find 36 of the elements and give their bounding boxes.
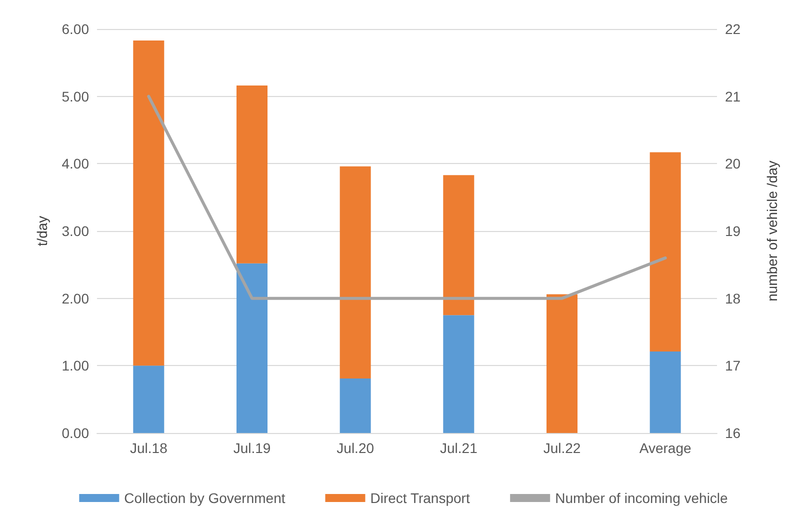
bar [340, 378, 371, 433]
x-tick-label: Jul.18 [130, 440, 168, 456]
y2-tick-label: 20 [725, 156, 741, 172]
x-tick-label: Average [639, 440, 692, 456]
bar [546, 294, 578, 433]
bar [133, 366, 164, 433]
bar [443, 175, 474, 316]
y-tick-label: 4.00 [62, 156, 90, 172]
y2-tick-label: 19 [725, 223, 741, 239]
bar [236, 263, 268, 433]
y2-tick-label: 21 [725, 88, 741, 104]
bar [443, 315, 474, 433]
y-axis-title: t/day [34, 216, 50, 246]
y2-axis-title: number of vehicle /day [764, 160, 780, 302]
y2-tick-label: 16 [725, 425, 741, 441]
y-tick-label: 2.00 [62, 290, 90, 306]
y2-tick-label: 22 [725, 21, 741, 37]
legend-label: Number of incoming vehicle [555, 490, 728, 506]
bar [236, 86, 268, 264]
y-tick-label: 1.00 [62, 358, 90, 374]
bar [133, 40, 164, 366]
y-tick-label: 3.00 [62, 223, 90, 239]
legend-label: Collection by Government [124, 490, 286, 506]
bar [650, 352, 681, 433]
x-tick-label: Jul.19 [233, 440, 271, 456]
bar [650, 152, 681, 352]
y-tick-label: 0.00 [62, 425, 90, 441]
x-tick-label: Jul.22 [543, 440, 581, 456]
y-tick-label: 6.00 [62, 21, 90, 37]
x-tick-label: Jul.20 [336, 440, 374, 456]
y2-tick-label: 17 [725, 358, 741, 374]
y2-tick-label: 18 [725, 290, 741, 306]
legend-label: Direct Transport [370, 490, 470, 506]
bar [340, 166, 371, 378]
y-tick-label: 5.00 [62, 88, 90, 104]
x-tick-label: Jul.21 [440, 440, 478, 456]
